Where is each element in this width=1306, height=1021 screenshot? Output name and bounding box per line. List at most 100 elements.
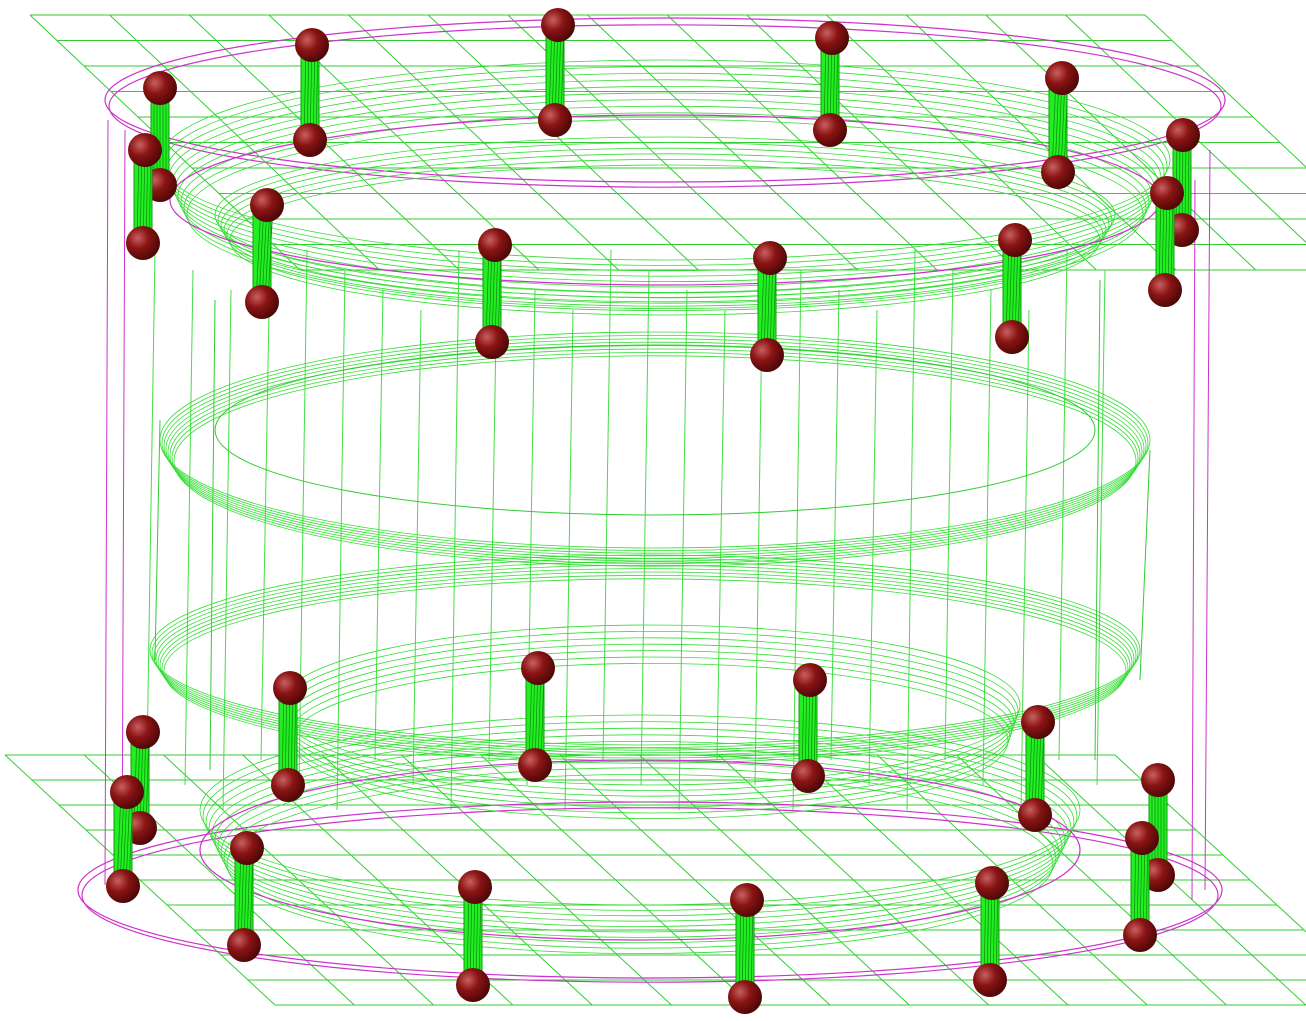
- post-line: [1145, 837, 1149, 936]
- ring: [104, 17, 1226, 183]
- ring: [165, 341, 1145, 557]
- ball: [250, 188, 284, 222]
- ring: [155, 564, 1135, 754]
- ball: [975, 866, 1009, 900]
- post: [518, 651, 555, 782]
- ball: [1148, 273, 1182, 307]
- post: [1123, 821, 1159, 952]
- ring: [220, 760, 1060, 944]
- ring: [226, 158, 1104, 311]
- ball: [1166, 118, 1200, 152]
- post: [456, 870, 492, 1002]
- post-line: [497, 244, 502, 343]
- post-line: [760, 257, 765, 356]
- ring: [199, 759, 1081, 941]
- ball: [478, 228, 512, 262]
- ring: [161, 334, 1149, 551]
- ball: [227, 928, 261, 962]
- wall-line: [146, 249, 156, 761]
- ball: [538, 103, 572, 137]
- ring: [202, 721, 1078, 911]
- ring: [220, 147, 1110, 303]
- ring: [173, 355, 1137, 567]
- ring: [153, 561, 1137, 751]
- ball: [295, 28, 329, 62]
- ball: [728, 980, 762, 1014]
- wall-line: [906, 249, 916, 811]
- wall-line: [1094, 279, 1101, 761]
- post-line: [237, 847, 242, 946]
- post: [813, 21, 849, 147]
- ring: [186, 119, 1144, 309]
- ball: [973, 963, 1007, 997]
- ball: [1141, 763, 1175, 797]
- wall-line: [1191, 179, 1196, 901]
- ring: [211, 741, 1069, 928]
- post-line: [983, 882, 987, 981]
- ring: [169, 348, 1141, 562]
- wall-line: [1139, 449, 1151, 681]
- ring: [205, 727, 1075, 917]
- post: [1148, 176, 1184, 307]
- post: [1041, 61, 1079, 189]
- post-line: [772, 257, 777, 356]
- ring: [214, 136, 1116, 294]
- ball: [106, 869, 140, 903]
- ring: [149, 554, 1141, 746]
- ball: [1125, 821, 1159, 855]
- post: [293, 28, 329, 157]
- ball: [1021, 705, 1055, 739]
- ring: [223, 767, 1057, 949]
- ball: [126, 715, 160, 749]
- ball: [273, 671, 307, 705]
- post-line: [1170, 192, 1174, 291]
- wall-line: [260, 309, 270, 761]
- ball: [128, 133, 162, 167]
- ball: [1041, 155, 1075, 189]
- ball: [1018, 798, 1052, 832]
- ring: [217, 142, 1113, 298]
- wall-line: [374, 289, 384, 761]
- ring: [163, 578, 1127, 764]
- ball: [813, 113, 847, 147]
- post-line: [1133, 837, 1137, 936]
- ball: [271, 768, 305, 802]
- wall-line: [564, 309, 574, 811]
- ring: [159, 331, 1151, 549]
- ball: [1123, 918, 1157, 952]
- wall-line: [1096, 269, 1106, 786]
- post: [227, 831, 264, 962]
- wall-line: [121, 129, 126, 881]
- ball: [998, 223, 1032, 257]
- post: [791, 663, 827, 793]
- post-line: [249, 847, 254, 946]
- post: [995, 223, 1032, 354]
- ring: [208, 734, 1072, 922]
- ball: [995, 320, 1029, 354]
- post: [1018, 705, 1055, 832]
- post: [475, 228, 512, 359]
- post-line: [528, 667, 533, 766]
- post-line: [540, 667, 545, 766]
- ring: [159, 571, 1131, 759]
- post-line: [281, 687, 285, 786]
- ball: [753, 241, 787, 275]
- grid-planes: [4, 14, 1306, 1006]
- ball: [541, 8, 575, 42]
- ring: [199, 714, 1081, 906]
- ring: [108, 24, 1222, 188]
- ball: [750, 338, 784, 372]
- wall-line: [602, 249, 612, 761]
- ring: [157, 568, 1133, 756]
- post: [728, 883, 764, 1014]
- post-line: [995, 882, 999, 981]
- wall-line: [792, 269, 802, 811]
- ball: [518, 748, 552, 782]
- ball: [293, 123, 327, 157]
- ring: [217, 754, 1063, 938]
- ring: [223, 153, 1107, 307]
- ring: [214, 344, 1096, 516]
- ball: [458, 870, 492, 904]
- ball: [793, 663, 827, 697]
